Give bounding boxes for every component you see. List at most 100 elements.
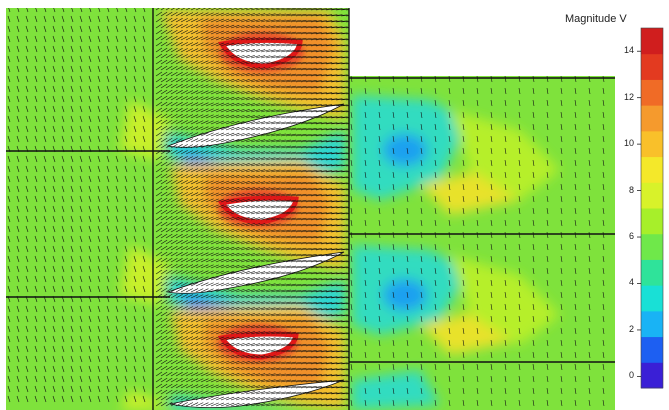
velocity-vector bbox=[180, 102, 188, 107]
velocity-vector bbox=[185, 252, 194, 257]
velocity-vector bbox=[310, 32, 322, 35]
velocity-vector bbox=[335, 86, 348, 89]
velocity-vector bbox=[546, 171, 549, 179]
velocity-vector bbox=[364, 171, 367, 179]
velocity-vector bbox=[335, 182, 348, 185]
velocity-vector bbox=[175, 288, 183, 293]
velocity-vector bbox=[185, 288, 194, 293]
velocity-vector bbox=[406, 87, 409, 95]
velocity-vector bbox=[160, 275, 168, 281]
velocity-vector bbox=[160, 209, 168, 215]
velocity-vector bbox=[285, 301, 297, 305]
velocity-vector bbox=[230, 120, 240, 125]
velocity-vector bbox=[165, 377, 173, 383]
velocity-vector bbox=[285, 283, 297, 287]
velocity-vector bbox=[310, 20, 322, 23]
velocity-vector bbox=[300, 145, 312, 149]
velocity-vector bbox=[340, 326, 349, 329]
velocity-vector bbox=[240, 25, 250, 29]
velocity-vector bbox=[504, 291, 507, 299]
velocity-vector bbox=[300, 109, 312, 113]
velocity-vector bbox=[106, 135, 110, 143]
velocity-vector bbox=[265, 133, 276, 137]
velocity-vector bbox=[588, 207, 591, 215]
velocity-vector bbox=[364, 375, 367, 383]
velocity-vector bbox=[170, 71, 178, 77]
velocity-vector bbox=[205, 198, 214, 203]
velocity-vector bbox=[300, 349, 312, 353]
velocity-vector bbox=[230, 396, 240, 401]
velocity-vector bbox=[280, 31, 291, 35]
velocity-vector bbox=[215, 252, 224, 257]
velocity-vector bbox=[364, 303, 367, 311]
velocity-vector bbox=[260, 103, 271, 107]
velocity-vector bbox=[448, 339, 451, 347]
velocity-vector bbox=[225, 120, 235, 125]
velocity-vector bbox=[250, 67, 261, 71]
velocity-vector bbox=[275, 295, 286, 299]
velocity-vector bbox=[300, 307, 312, 311]
velocity-vector bbox=[305, 8, 317, 11]
velocity-vector bbox=[280, 157, 291, 161]
velocity-vector bbox=[220, 132, 230, 137]
velocity-vector bbox=[205, 30, 214, 35]
velocity-vector bbox=[205, 336, 214, 341]
velocity-vector bbox=[285, 163, 297, 167]
velocity-vector bbox=[225, 264, 235, 269]
velocity-vector bbox=[165, 77, 173, 83]
velocity-vector bbox=[175, 348, 183, 353]
velocity-vector bbox=[462, 363, 465, 371]
velocity-vector bbox=[16, 275, 20, 283]
velocity-vector bbox=[185, 360, 194, 365]
velocity-vector bbox=[255, 265, 266, 269]
velocity-vector bbox=[160, 23, 168, 29]
velocity-vector bbox=[310, 68, 322, 71]
velocity-vector bbox=[315, 302, 328, 305]
velocity-vector bbox=[490, 351, 493, 359]
velocity-vector bbox=[180, 288, 188, 293]
velocity-vector bbox=[305, 182, 317, 185]
velocity-vector bbox=[200, 324, 209, 329]
velocity-vector bbox=[305, 122, 317, 125]
velocity-vector bbox=[275, 97, 286, 101]
velocity-vector bbox=[70, 85, 74, 93]
velocity-vector bbox=[235, 300, 245, 305]
velocity-vector bbox=[240, 55, 250, 59]
colorbar-segment bbox=[641, 28, 663, 55]
velocity-vector bbox=[320, 320, 333, 323]
velocity-vector bbox=[265, 91, 276, 95]
velocity-vector bbox=[215, 402, 224, 407]
legend-tick-label: 12 bbox=[623, 91, 634, 102]
velocity-vector bbox=[290, 319, 302, 323]
velocity-vector bbox=[285, 37, 297, 41]
velocity-vector bbox=[61, 225, 65, 233]
velocity-vector bbox=[205, 240, 214, 245]
velocity-vector bbox=[200, 396, 209, 401]
velocity-vector bbox=[270, 337, 281, 341]
velocity-vector bbox=[160, 383, 168, 389]
velocity-vector bbox=[340, 338, 349, 341]
velocity-vector bbox=[285, 241, 297, 245]
velocity-vector bbox=[280, 313, 291, 317]
velocity-vector bbox=[170, 311, 178, 317]
velocity-vector bbox=[335, 260, 348, 263]
velocity-vector bbox=[305, 20, 317, 23]
velocity-vector bbox=[133, 255, 137, 263]
velocity-vector bbox=[155, 299, 163, 305]
velocity-vector bbox=[378, 99, 381, 107]
velocity-vector bbox=[220, 192, 230, 197]
velocity-vector bbox=[280, 67, 291, 71]
velocity-vector bbox=[330, 38, 343, 41]
velocity-vector bbox=[220, 168, 230, 173]
velocity-vector bbox=[215, 180, 224, 185]
velocity-vector bbox=[305, 290, 317, 293]
velocity-vector bbox=[230, 360, 240, 365]
velocity-vector bbox=[170, 245, 178, 251]
velocity-vector bbox=[235, 24, 245, 29]
velocity-vector bbox=[235, 294, 245, 299]
velocity-vector bbox=[265, 67, 276, 71]
velocity-vector bbox=[295, 121, 307, 125]
velocity-vector bbox=[335, 14, 348, 17]
velocity-vector bbox=[340, 314, 349, 317]
right-domain bbox=[349, 76, 615, 410]
